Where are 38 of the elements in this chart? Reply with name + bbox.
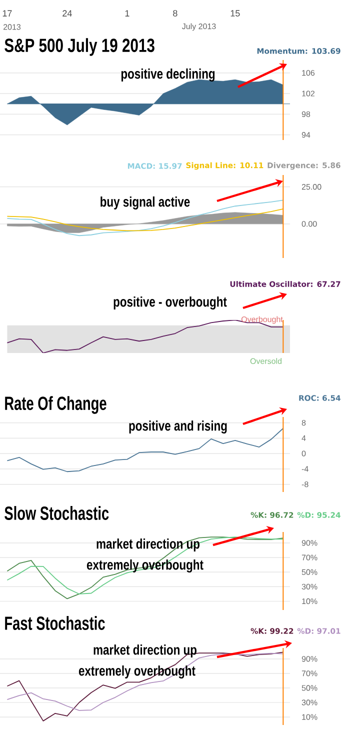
y-tick-label: 30% — [302, 700, 318, 706]
chart-title: Slow Stochastic — [4, 506, 109, 520]
y-tick-label: 8 — [302, 420, 306, 426]
y-tick-label: 0.00 — [302, 221, 317, 227]
y-tick-label: 70% — [302, 554, 318, 560]
chart-title: S&P 500 July 19 2013 — [4, 38, 154, 56]
text: July 2013 — [182, 23, 216, 31]
y-tick-label: 90% — [302, 656, 318, 662]
chart-title: Fast Stochastic — [5, 616, 105, 630]
y-tick-label: 50% — [302, 685, 318, 691]
annotation: buy signal active — [100, 196, 190, 210]
y-tick-label: 94 — [302, 132, 310, 138]
text: Oversold — [250, 358, 282, 364]
y-tick-label: -8 — [302, 481, 308, 488]
text: positive - overbought — [114, 296, 227, 310]
x-tick-label: 15 — [230, 10, 240, 16]
y-tick-label: 106 — [302, 70, 315, 76]
x-tick-label: 1 — [125, 10, 130, 16]
y-tick-label: 0 — [302, 450, 306, 456]
y-tick-label: 70% — [302, 670, 318, 676]
x-tick-label: 24 — [62, 10, 72, 16]
annotation: Overbought — [241, 316, 283, 324]
chart-title: Rate Of Change — [5, 396, 106, 414]
y-tick-label: 90% — [302, 540, 318, 546]
x-tick-label: 17 — [2, 10, 12, 16]
y-tick-label: 25.00 — [302, 184, 322, 190]
y-tick-label: 10% — [302, 598, 318, 604]
y-tick-label: 30% — [302, 584, 318, 590]
y-tick-label: 50% — [302, 569, 318, 575]
x-tick-label: 8 — [173, 10, 178, 16]
y-tick-label: 4 — [302, 435, 306, 441]
annotation: positive declining — [121, 68, 215, 82]
y-tick-label: 98 — [302, 111, 310, 118]
annotation: positive and rising — [129, 420, 227, 434]
y-tick-label: 102 — [302, 90, 314, 96]
y-tick-label: 10% — [302, 714, 318, 720]
text: 2013 — [4, 24, 21, 30]
y-tick-label: -4 — [302, 466, 308, 472]
